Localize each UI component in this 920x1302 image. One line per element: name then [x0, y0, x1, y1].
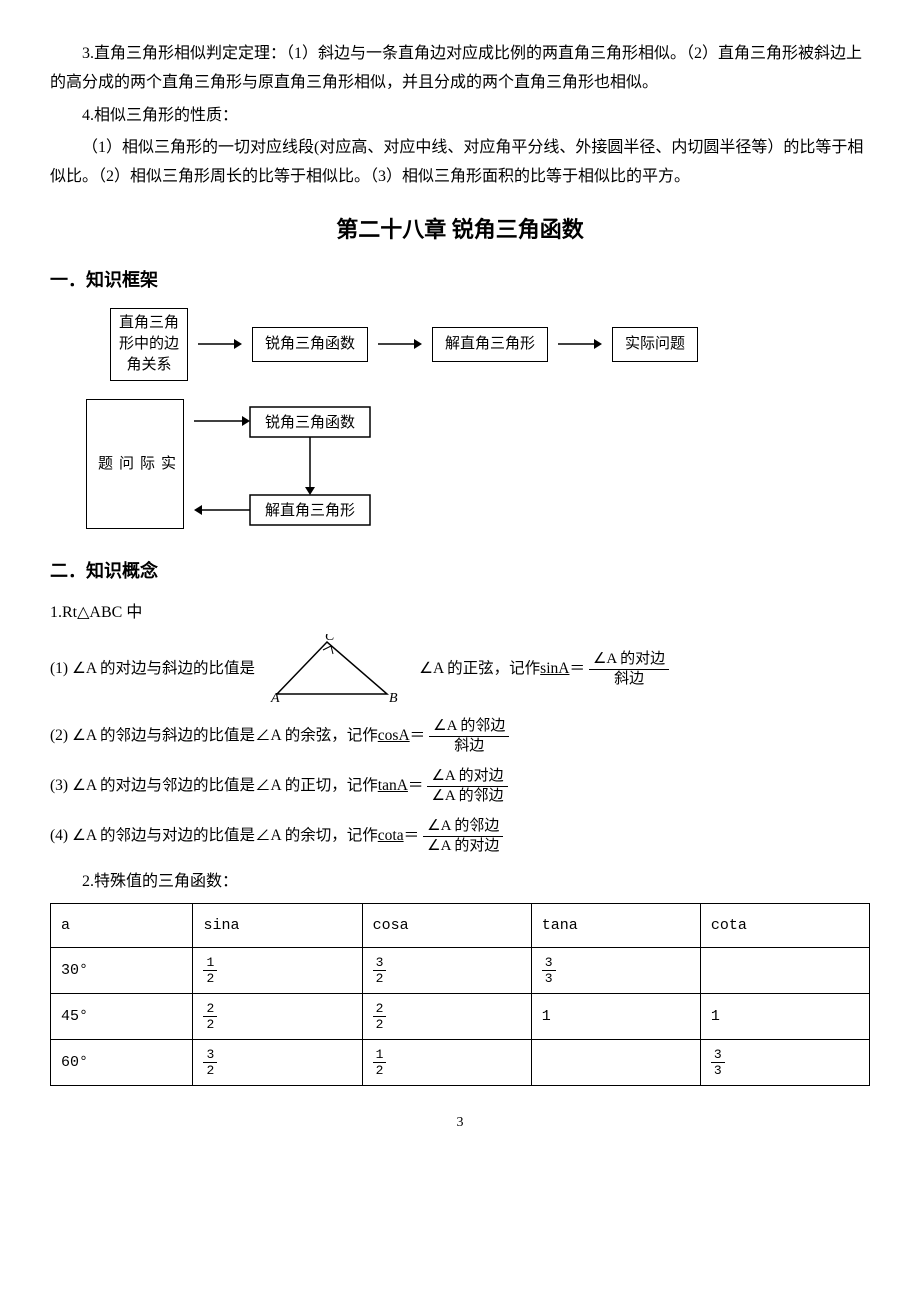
angle-cell: 45°: [51, 993, 193, 1039]
svg-text:A: A: [270, 691, 280, 704]
flow-box-4: 实际问题: [612, 327, 698, 362]
def-3-frac: ∠A 的对边 ∠A 的邻边: [427, 768, 507, 804]
flow-box-3: 解直角三角形: [432, 327, 548, 362]
th-cosa: cosa: [362, 903, 531, 947]
def-line-1: (1) ∠A 的对边与斜边的比值是 A B C ∠A 的正弦，记作 sinA ＝…: [50, 634, 870, 704]
value-cell: 22: [362, 993, 531, 1039]
table-row: 45°222211: [51, 993, 870, 1039]
arrow-icon: [378, 334, 422, 354]
angle-cell: 30°: [51, 947, 193, 993]
section-1-title: 一．知识框架: [50, 264, 870, 296]
def-3-eq: ＝: [408, 772, 424, 800]
def-4-frac: ∠A 的邻边 ∠A 的对边: [423, 818, 503, 854]
value-cell: [531, 1039, 700, 1085]
def-1-after: ∠A 的正弦，记作: [419, 655, 540, 683]
flow-box-left: 实 际 问 题: [86, 399, 184, 529]
paragraph-3: 3.直角三角形相似判定定理：（1）斜边与一条直角边对应成比例的两直角三角形相似。…: [50, 40, 870, 98]
chapter-title: 第二十八章 锐角三角函数: [50, 210, 870, 250]
angle-cell: 60°: [51, 1039, 193, 1085]
value-cell: 1: [700, 993, 869, 1039]
section-2-title: 二．知识概念: [50, 555, 870, 587]
def-2-fn: cosA: [378, 722, 410, 750]
value-cell: 33: [700, 1039, 869, 1085]
value-cell: 22: [193, 993, 362, 1039]
arrow-icon: [198, 334, 242, 354]
table-header-row: a sina cosa tana cota: [51, 903, 870, 947]
def-4-fn: cota: [378, 822, 404, 850]
svg-text:C: C: [325, 634, 335, 644]
def-1-fn: sinA: [540, 655, 569, 683]
def-2-eq: ＝: [410, 722, 426, 750]
paragraph-4-title: 4.相似三角形的性质：: [50, 102, 870, 131]
flow-box-2: 锐角三角函数: [252, 327, 368, 362]
paragraph-4-body: （1）相似三角形的一切对应线段(对应高、对应中线、对应角平分线、外接圆半径、内切…: [50, 134, 870, 192]
def-line-2: (2) ∠A 的邻边与斜边的比值是∠A 的余弦，记作 cosA ＝ ∠A 的邻边…: [50, 718, 870, 754]
th-cota: cota: [700, 903, 869, 947]
def-1-eq: ＝: [569, 655, 585, 683]
table-row: 60°3212 33: [51, 1039, 870, 1085]
def-header: 1.Rt△ABC 中: [50, 599, 870, 628]
flow-box-1: 直角三角 形中的边 角关系: [110, 308, 188, 381]
def-1-lead: (1) ∠A 的对边与斜边的比值是: [50, 655, 255, 683]
flow2-bottom-text: 解直角三角形: [265, 502, 355, 519]
def-3-fn: tanA: [378, 772, 408, 800]
def-1-frac: ∠A 的对边 斜边: [589, 651, 669, 687]
value-cell: [700, 947, 869, 993]
def-line-4: (4) ∠A 的邻边与对边的比值是∠A 的余切，记作 cota ＝ ∠A 的邻边…: [50, 818, 870, 854]
arrow-icon: [558, 334, 602, 354]
table-row: 30°123233: [51, 947, 870, 993]
th-sina: sina: [193, 903, 362, 947]
def-4-eq: ＝: [404, 822, 420, 850]
th-tana: tana: [531, 903, 700, 947]
value-cell: 32: [362, 947, 531, 993]
page-number: 3: [50, 1110, 870, 1135]
def-2-frac: ∠A 的邻边 斜边: [429, 718, 509, 754]
flowchart-1: 直角三角 形中的边 角关系 锐角三角函数 解直角三角形 实际问题: [110, 308, 870, 381]
trig-values-table: a sina cosa tana cota 30°12323345°222211…: [50, 903, 870, 1086]
flowchart-2: 实 际 问 题 锐角三角函数 解直角三角形: [86, 399, 870, 539]
flow2-top-text: 锐角三角函数: [265, 414, 355, 431]
value-cell: 33: [531, 947, 700, 993]
flowchart-2-arrows: 锐角三角函数 解直角三角形: [194, 399, 414, 539]
table-title: 2.特殊值的三角函数：: [50, 868, 870, 897]
def-4-lead: (4) ∠A 的邻边与对边的比值是∠A 的余切，记作: [50, 822, 378, 850]
value-cell: 1: [531, 993, 700, 1039]
value-cell: 32: [193, 1039, 362, 1085]
right-triangle-icon: A B C: [267, 634, 407, 704]
value-cell: 12: [193, 947, 362, 993]
th-a: a: [51, 903, 193, 947]
value-cell: 12: [362, 1039, 531, 1085]
svg-text:B: B: [389, 691, 398, 704]
def-2-lead: (2) ∠A 的邻边与斜边的比值是∠A 的余弦，记作: [50, 722, 378, 750]
def-3-lead: (3) ∠A 的对边与邻边的比值是∠A 的正切，记作: [50, 772, 378, 800]
def-line-3: (3) ∠A 的对边与邻边的比值是∠A 的正切，记作 tanA ＝ ∠A 的对边…: [50, 768, 870, 804]
